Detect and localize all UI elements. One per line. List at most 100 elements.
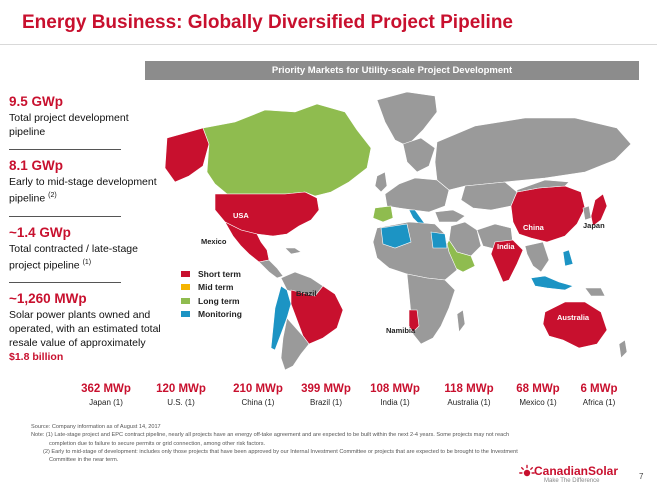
pipeline-item-japan: 362 MWp Japan (1): [70, 383, 142, 407]
legend-label: Mid term: [198, 282, 234, 293]
map-header: Priority Markets for Utility-scale Proje…: [145, 61, 639, 80]
pipeline-note: (1): [399, 398, 410, 407]
pipeline-note: (1): [605, 398, 616, 407]
legend-label: Monitoring: [198, 309, 242, 320]
pipeline-value: 362 MWp: [81, 383, 131, 395]
alaska-shape: [164, 127, 210, 183]
stat-value: 8.1 GWp: [9, 158, 64, 173]
country-label-namibia: Namibia: [386, 326, 416, 335]
pipeline-country: Africa: [582, 398, 604, 407]
central-america-shape: [258, 259, 284, 279]
legend-swatch: [181, 284, 190, 291]
india-shape: [490, 239, 524, 283]
png-shape: [584, 287, 606, 297]
world-map: [145, 82, 639, 372]
country-label-brazil: Brazil: [296, 289, 317, 298]
australia-shape: [542, 301, 608, 349]
footnote-1: Note: (1) Late-stage project and EPC con…: [31, 432, 510, 439]
legend-label: Short term: [198, 268, 241, 279]
pipeline-label: India (1): [359, 398, 431, 407]
legend-swatch: [181, 311, 190, 318]
country-label-mexico: Mexico: [201, 237, 227, 246]
brazil-shape: [290, 285, 344, 345]
pipeline-label: U.S. (1): [145, 398, 217, 407]
namibia-shape: [408, 309, 420, 333]
sun-icon: [519, 464, 535, 477]
pipeline-value: 6 MWp: [580, 383, 618, 395]
southeast-asia-shape: [524, 241, 550, 273]
caribbean-shape: [284, 247, 302, 255]
stat-desc-text: Solar power plants owned and operated, w…: [9, 309, 161, 349]
stat-highlight: $1.8 billion: [9, 351, 64, 363]
pipeline-label: Japan (1): [70, 398, 142, 407]
pipeline-item-india: 108 MWp India (1): [359, 383, 431, 407]
footnote-2: (2) Early to mid-stage of development: i…: [43, 448, 518, 455]
greenland-shape: [376, 91, 438, 147]
pipeline-label: Australia (1): [433, 398, 505, 407]
pipeline-country: India: [380, 398, 398, 407]
uk-shape: [374, 171, 388, 193]
stat-desc: Total project development pipeline: [9, 112, 129, 138]
pipeline-item-australia: 118 MWp Australia (1): [433, 383, 505, 407]
indonesia-shape: [530, 275, 574, 291]
stat-desc: Solar power plants owned and operated, w…: [9, 308, 161, 364]
new-zealand-shape: [618, 339, 628, 359]
stat-total-pipeline: 9.5 GWp Total project development pipeli…: [9, 94, 161, 139]
stat-desc-text: Early to mid-stage development pipeline: [9, 176, 157, 205]
pipeline-label: China (1): [222, 398, 294, 407]
country-label-japan: Japan: [583, 221, 605, 230]
pipeline-value: 118 MWp: [444, 383, 494, 395]
page-title: Energy Business: Globally Diversified Pr…: [22, 12, 513, 33]
stat-early-mid-pipeline: 8.1 GWp Early to mid-stage development p…: [9, 158, 161, 206]
pipeline-country: U.S.: [167, 398, 183, 407]
title-divider: [0, 44, 657, 45]
pipeline-value: 108 MWp: [370, 383, 420, 395]
pipeline-item-brazil: 399 MWp Brazil (1): [290, 383, 362, 407]
pipeline-value: 210 MWp: [233, 383, 283, 395]
central-asia-shape: [460, 181, 518, 211]
pipeline-note: (1): [113, 398, 123, 407]
stat-divider: [9, 149, 121, 150]
pipeline-value: 399 MWp: [301, 383, 351, 395]
legend-item-long-term: Long term: [181, 294, 242, 308]
stats-panel: 9.5 GWp Total project development pipeli…: [9, 94, 161, 374]
pipeline-item-mexico: 68 MWp Mexico (1): [502, 383, 574, 407]
pipeline-note: (1): [332, 398, 343, 407]
madagascar-shape: [456, 309, 466, 333]
stat-late-stage-pipeline: ~1.4 GWp Total contracted / late-stage p…: [9, 225, 161, 273]
europe-shape: [384, 177, 450, 213]
pipeline-note: (1): [546, 398, 557, 407]
pipeline-country: China: [241, 398, 263, 407]
pipeline-country: Brazil: [309, 398, 330, 407]
legend-item-short-term: Short term: [181, 267, 242, 281]
pipeline-note: (1): [264, 398, 275, 407]
pipeline-country: Japan: [89, 398, 111, 407]
pipeline-country: Australia: [447, 398, 479, 407]
peru-chile-shape: [270, 285, 292, 351]
footnote-source: Source: Company information as of August…: [31, 424, 161, 430]
footnote-1-cont: completion due to failure to secure perm…: [49, 440, 266, 447]
pipeline-note: (1): [185, 398, 195, 407]
logo-wordmark: CanadianSolar: [534, 464, 619, 478]
stat-divider: [9, 215, 121, 217]
pipeline-item-africa: 6 MWp Africa (1): [563, 383, 635, 407]
pipeline-row: 362 MWp Japan (1) 120 MWp U.S. (1) 210 M…: [0, 383, 657, 415]
pipeline-note: (1): [480, 398, 491, 407]
pipeline-item-china: 210 MWp China (1): [222, 383, 294, 407]
philippines-shape: [562, 249, 574, 267]
scandinavia-shape: [402, 137, 436, 173]
stat-value: ~1.4 GWp: [9, 224, 71, 240]
stat-value: 9.5 GWp: [9, 94, 64, 109]
country-label-australia: Australia: [557, 313, 590, 322]
russia-shape: [434, 117, 632, 191]
pipeline-label: Brazil (1): [290, 398, 362, 407]
stat-desc-text: Total contracted / late-stage project pi…: [9, 242, 138, 272]
footnotes: Source: Company information as of August…: [31, 423, 631, 464]
pipeline-value: 68 MWp: [516, 383, 560, 395]
canada-shape: [202, 103, 372, 197]
mongolia-shape: [516, 179, 570, 193]
pipeline-value: 120 MWp: [156, 383, 206, 395]
footnote-2-cont: Committee in the near term.: [49, 457, 119, 464]
country-label-usa: USA: [233, 211, 249, 220]
turkey-shape: [434, 209, 466, 223]
